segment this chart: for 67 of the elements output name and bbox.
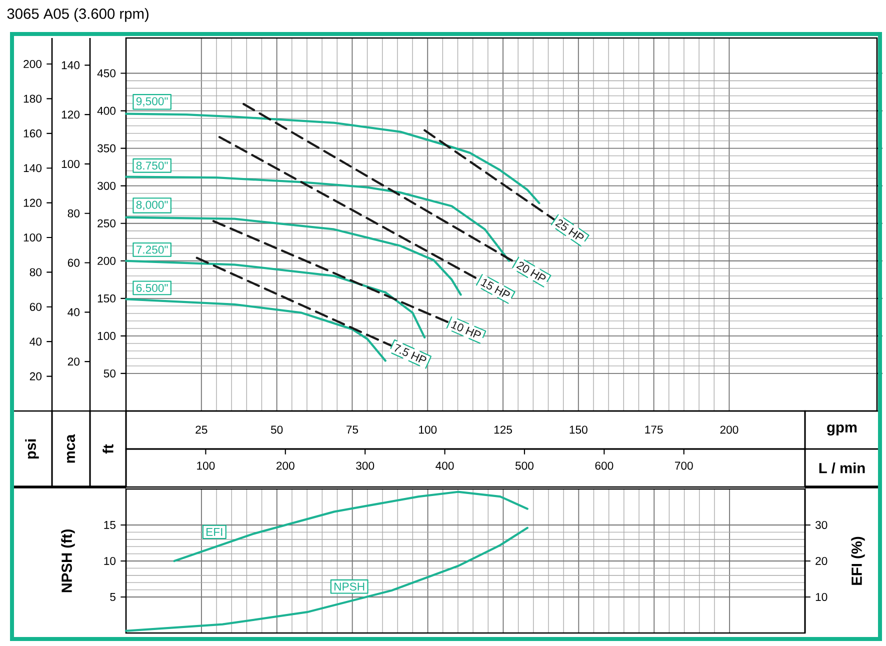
x2-tick-label: 500 — [515, 462, 534, 470]
x2-tick-label: 200 — [276, 462, 294, 470]
y2-tick-label: 120 — [62, 110, 80, 119]
x-tick-label: 50 — [270, 426, 283, 434]
y-tick-label: 450 — [97, 69, 116, 78]
y3-tick-label: 60 — [30, 302, 42, 311]
x-tick-label: 175 — [645, 426, 663, 434]
text: 20 HP — [516, 262, 546, 280]
y-tick-label: 250 — [98, 219, 116, 228]
y-tick-label: 15 — [104, 521, 116, 529]
y2-axis-title: EFI (%) — [851, 536, 865, 585]
series-label: 7.250" — [136, 246, 168, 254]
x2-tick-label: 100 — [197, 462, 215, 470]
y3-tick-label: 40 — [30, 338, 42, 346]
y-tick-label: 150 — [98, 294, 116, 302]
x2-tick-label: 700 — [675, 462, 693, 470]
x2-axis-title: L / min — [819, 462, 865, 474]
y2-axis-title: mca — [66, 434, 76, 463]
x-tick-label: 200 — [720, 426, 738, 434]
y-tick-label: 350 — [97, 144, 116, 152]
y3-tick-label: 180 — [24, 94, 42, 103]
y2-tick-label: 140 — [62, 61, 80, 70]
y2-tick-label: 100 — [62, 160, 80, 168]
series-label: 9,500" — [136, 97, 168, 107]
x-tick-label: 125 — [494, 426, 512, 434]
series-label: 6.500" — [136, 284, 168, 292]
y2-tick-label: 20 — [68, 358, 80, 366]
text: 7.5 HP — [394, 344, 426, 362]
y2-tick-label: 80 — [68, 209, 80, 218]
y-axis-title: NPSH (ft) — [61, 530, 75, 592]
y3-tick-label: 120 — [24, 198, 42, 207]
y-tick-label: 50 — [104, 369, 116, 378]
y2-tick-label: 40 — [68, 308, 80, 316]
y3-tick-label: 160 — [24, 129, 42, 138]
y-tick-label: 10 — [104, 556, 116, 565]
x-tick-label: 150 — [570, 426, 588, 434]
y2-tick-label: 20 — [816, 556, 828, 565]
x-tick-label: 100 — [419, 426, 437, 434]
y3-tick-label: 140 — [24, 164, 42, 172]
series-label: EFI — [206, 528, 222, 536]
y-tick-label: 5 — [110, 593, 116, 601]
y-tick-label: 200 — [98, 256, 116, 265]
y3-tick-label: 200 — [24, 60, 42, 68]
y-tick-label: 300 — [97, 182, 116, 190]
y3-tick-label: 80 — [30, 268, 42, 276]
y2-tick-label: 10 — [816, 592, 828, 601]
text: 10 HP — [450, 321, 481, 338]
series-label: 8,000" — [136, 200, 168, 210]
y-tick-label: 100 — [98, 332, 116, 340]
text: 25 HP — [555, 219, 584, 240]
x-axis-title: gpm — [827, 424, 857, 436]
x-tick-label: 25 — [196, 426, 208, 434]
x2-tick-label: 300 — [356, 462, 374, 470]
series-label: NPSH — [334, 582, 364, 591]
y3-axis-title: psi — [25, 439, 39, 459]
y2-tick-label: 30 — [815, 520, 828, 529]
y3-tick-label: 20 — [30, 372, 42, 380]
x-tick-label: 75 — [346, 426, 358, 434]
x2-tick-label: 600 — [595, 462, 614, 470]
series-label: 8.750" — [136, 162, 168, 170]
y2-tick-label: 60 — [68, 258, 80, 267]
y-axis-title: ft — [102, 444, 114, 454]
text: 15 HP — [480, 279, 510, 298]
y-tick-label: 400 — [97, 106, 116, 115]
y3-tick-label: 100 — [24, 233, 42, 242]
x2-tick-label: 400 — [436, 462, 454, 470]
chart-title: 3065 A05 (3.600 rpm) — [7, 8, 148, 22]
